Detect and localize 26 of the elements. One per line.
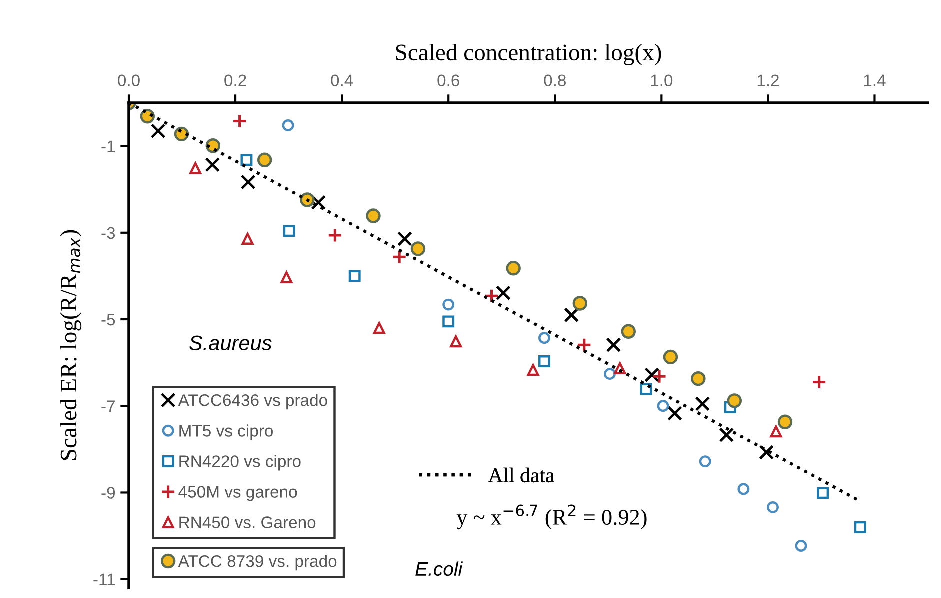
y-tick-label: -1 <box>102 140 115 152</box>
x-axis-title: Scaled concentration: log(x) <box>396 44 662 66</box>
x-tick-label: 0.0 <box>118 74 140 87</box>
annotation: y ~ x$^{−6.7}$ (R$^{2}$ = 0.92) <box>456 504 647 530</box>
y-axis-title: Scaled ER: log(R/R$_{max}$) <box>60 230 82 460</box>
y-tick-label: -3 <box>102 227 116 240</box>
legend-title: S.aureus <box>190 336 272 351</box>
legend-label: All data <box>488 468 554 483</box>
legend-label: ATCC6436 vs prado <box>178 394 328 410</box>
legend-label: ATCC 8739 vs. prado <box>178 555 337 571</box>
legend-label: 450M vs gareno <box>178 486 298 502</box>
x-tick-label: 1.4 <box>864 74 886 86</box>
y-tick-label: -11 <box>94 574 115 586</box>
y-tick-label: -7 <box>102 400 115 412</box>
legend-label: MT5 vs cipro <box>180 424 273 440</box>
legend-label: RN450 vs. Gareno <box>180 516 316 528</box>
x-tick-label: 0.4 <box>331 74 354 87</box>
x-tick-label: 0.2 <box>224 74 246 87</box>
x-tick-label: 1.2 <box>758 74 779 86</box>
legend-label: RN4220 vs cipro <box>180 455 301 471</box>
y-tick-label: -9 <box>102 487 116 499</box>
y-tick-label: -5 <box>102 314 116 326</box>
annotation: E.coli <box>416 562 464 576</box>
x-tick-label: 0.8 <box>544 74 566 87</box>
x-tick-label: 0.6 <box>438 74 460 87</box>
x-tick-label: 1.0 <box>651 74 673 87</box>
